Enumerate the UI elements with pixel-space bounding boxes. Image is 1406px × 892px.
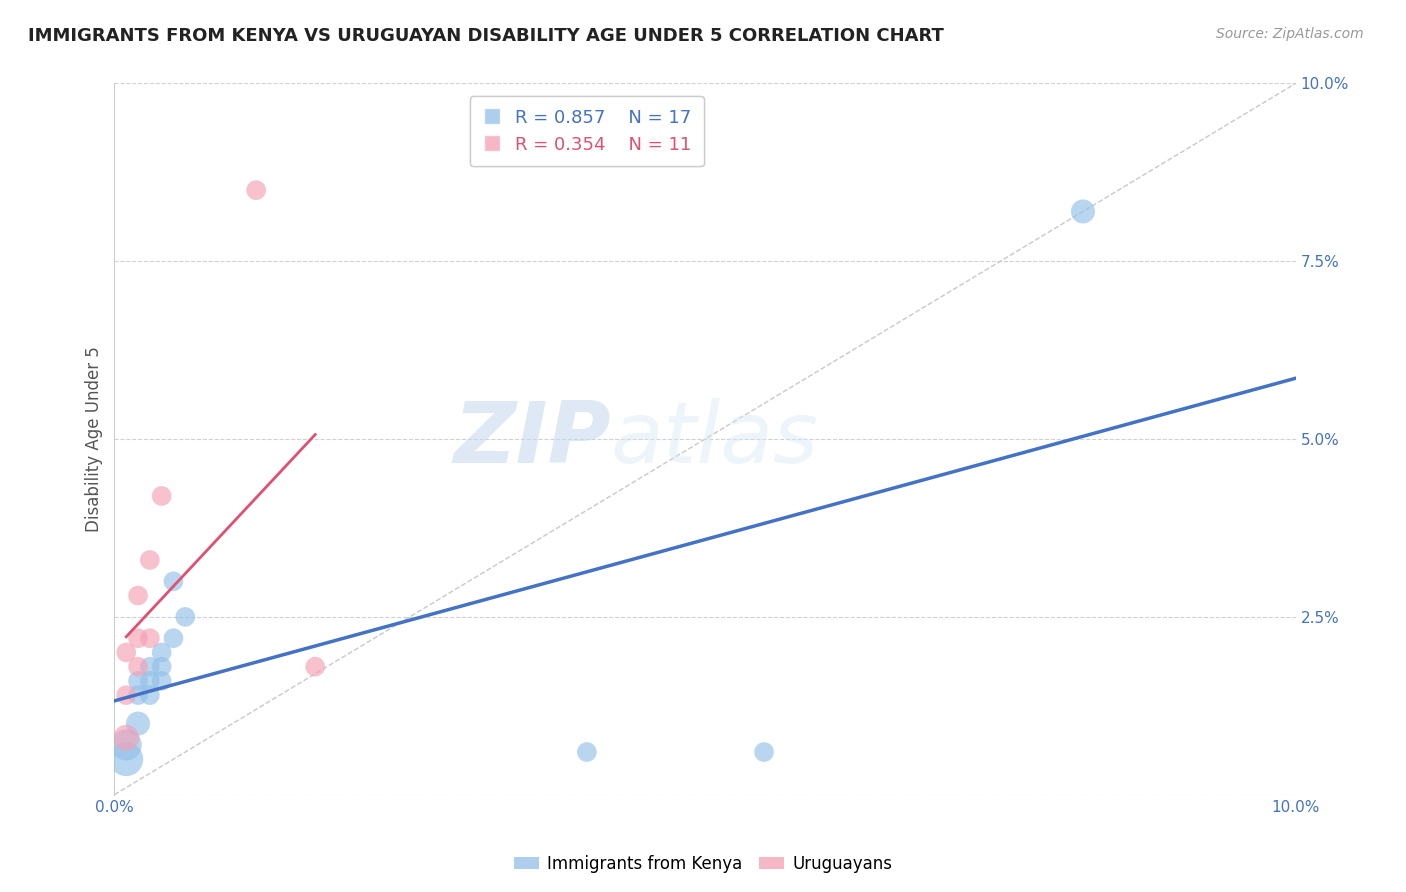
Text: atlas: atlas (610, 398, 818, 481)
Point (115, 645, 138, 659)
Point (127, 659, 149, 673)
Point (115, 731, 138, 745)
Point (139, 688, 162, 702)
Point (127, 589, 149, 603)
Legend: R = 0.857    N = 17, R = 0.354    N = 11: R = 0.857 N = 17, R = 0.354 N = 11 (470, 96, 704, 166)
Point (127, 688, 149, 702)
Point (150, 659, 173, 673)
Point (150, 645, 173, 659)
Legend: Immigrants from Kenya, Uruguayans: Immigrants from Kenya, Uruguayans (508, 848, 898, 880)
Point (139, 659, 162, 673)
Point (150, 489, 173, 503)
Point (139, 631, 162, 645)
Point (127, 631, 149, 645)
Y-axis label: Disability Age Under 5: Disability Age Under 5 (86, 346, 103, 532)
Point (139, 553, 162, 567)
Point (174, 610, 197, 624)
Point (162, 574, 184, 589)
Text: Source: ZipAtlas.com: Source: ZipAtlas.com (1216, 27, 1364, 41)
Point (115, 752, 138, 766)
Point (127, 673, 149, 688)
Text: IMMIGRANTS FROM KENYA VS URUGUAYAN DISABILITY AGE UNDER 5 CORRELATION CHART: IMMIGRANTS FROM KENYA VS URUGUAYAN DISAB… (28, 27, 943, 45)
Point (127, 716, 149, 731)
Point (150, 673, 173, 688)
Text: ZIP: ZIP (453, 398, 610, 481)
Point (304, 659, 326, 673)
Point (575, 745, 598, 759)
Point (115, 738, 138, 752)
Point (752, 745, 775, 759)
Point (1071, 204, 1094, 219)
Point (139, 673, 162, 688)
Point (115, 688, 138, 702)
Point (162, 631, 184, 645)
Point (245, 183, 267, 197)
